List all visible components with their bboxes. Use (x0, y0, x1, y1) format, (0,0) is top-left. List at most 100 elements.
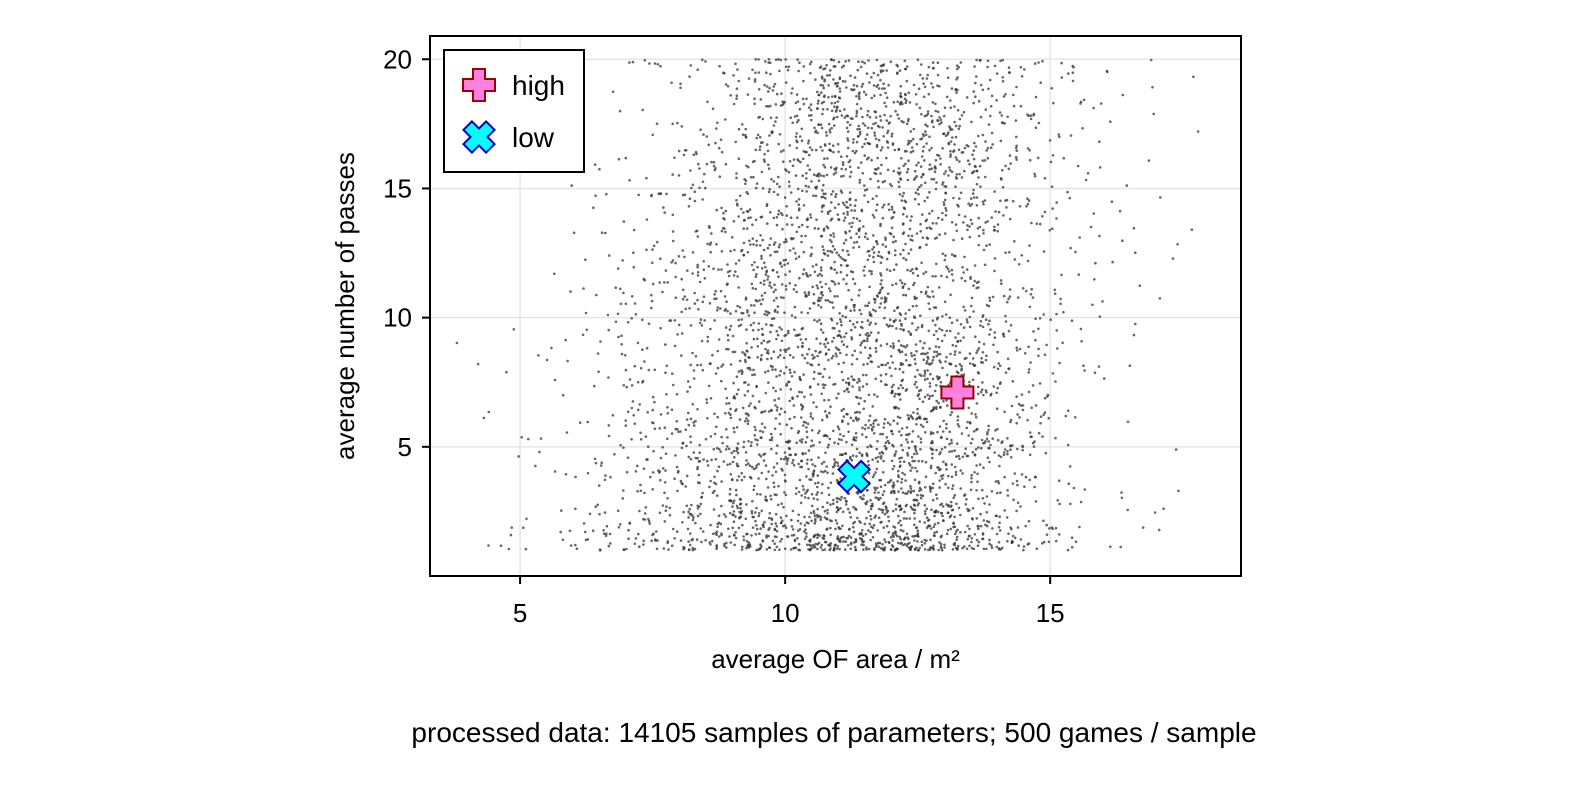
sample-point (757, 514, 761, 518)
sample-point (785, 214, 789, 217)
sample-point (919, 437, 923, 441)
sample-point (760, 354, 763, 357)
sample-point (760, 170, 764, 174)
sample-point (985, 511, 989, 514)
sample-point (925, 420, 929, 424)
sample-point (955, 64, 959, 67)
sample-point (921, 77, 925, 80)
sample-point (932, 177, 936, 181)
sample-point (827, 96, 830, 99)
sample-point (990, 490, 994, 493)
sample-point (760, 411, 763, 414)
sample-point (928, 163, 932, 166)
sample-point (791, 121, 794, 125)
sample-point (990, 544, 993, 547)
sample-point (902, 529, 905, 533)
sample-point (898, 416, 902, 420)
sample-point (836, 100, 840, 103)
sample-point (1016, 501, 1020, 505)
sample-point (917, 435, 920, 438)
sample-point (624, 424, 628, 427)
sample-point (1098, 166, 1102, 169)
sample-point (861, 60, 864, 63)
sample-point (884, 505, 888, 508)
sample-point (954, 88, 957, 91)
sample-point (849, 309, 852, 313)
sample-point (785, 514, 788, 518)
sample-point (885, 96, 889, 99)
sample-point (652, 449, 655, 453)
sample-point (1101, 300, 1104, 303)
sample-point (803, 530, 806, 533)
sample-point (958, 351, 962, 354)
sample-point (840, 191, 844, 194)
sample-point (879, 344, 883, 347)
sample-point (853, 309, 856, 312)
sample-point (872, 234, 875, 237)
sample-point (925, 226, 929, 230)
sample-point (696, 274, 700, 277)
sample-point (869, 423, 873, 427)
sample-point (864, 532, 868, 536)
sample-point (940, 274, 943, 278)
sample-point (673, 156, 676, 160)
sample-point (859, 161, 863, 164)
sample-point (798, 439, 802, 442)
legend: high low (443, 49, 585, 173)
sample-point (920, 261, 923, 265)
sample-point (622, 291, 625, 295)
sample-point (797, 490, 801, 494)
sample-point (961, 455, 965, 459)
sample-point (1006, 437, 1009, 440)
sample-point (628, 378, 632, 381)
sample-point (849, 455, 852, 459)
sample-point (711, 491, 715, 495)
sample-point (585, 328, 589, 332)
sample-point (942, 460, 945, 464)
sample-point (751, 394, 755, 398)
sample-point (805, 490, 808, 494)
sample-point (881, 256, 884, 259)
sample-point (864, 501, 867, 505)
sample-point (1070, 536, 1074, 539)
sample-point (928, 548, 932, 551)
sample-point (833, 105, 836, 108)
sample-point (780, 265, 784, 268)
sample-point (1162, 507, 1165, 511)
sample-point (733, 543, 736, 547)
sample-point (694, 419, 697, 423)
sample-point (804, 528, 807, 531)
sample-point (686, 269, 689, 272)
sample-point (921, 425, 925, 429)
sample-point (755, 136, 758, 140)
sample-point (726, 436, 729, 439)
sample-point (931, 482, 935, 486)
sample-point (895, 547, 899, 551)
sample-point (810, 148, 814, 152)
sample-point (987, 446, 990, 450)
sample-point (537, 354, 540, 357)
sample-point (664, 509, 668, 512)
sample-point (807, 467, 810, 471)
sample-point (658, 281, 661, 284)
sample-point (982, 232, 985, 235)
sample-point (725, 300, 728, 304)
sample-point (866, 331, 869, 335)
sample-point (933, 166, 936, 169)
sample-point (749, 243, 752, 246)
sample-point (600, 461, 603, 465)
sample-point (990, 131, 994, 135)
sample-point (851, 277, 855, 281)
sample-point (895, 406, 898, 409)
sample-point (971, 507, 975, 510)
sample-point (915, 469, 919, 473)
sample-point (819, 546, 823, 549)
sample-point (717, 514, 721, 517)
sample-point (857, 60, 860, 63)
sample-point (724, 515, 728, 518)
sample-point (859, 495, 862, 499)
sample-point (936, 61, 940, 64)
sample-point (802, 79, 805, 83)
sample-point (1000, 114, 1004, 117)
x-axis-label: average OF area / m² (711, 644, 960, 674)
